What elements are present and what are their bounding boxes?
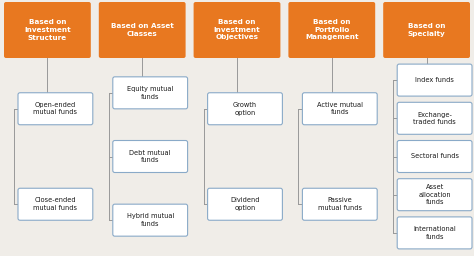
Text: Based on Asset
Classes: Based on Asset Classes [111, 23, 173, 37]
FancyBboxPatch shape [18, 93, 93, 125]
Text: Exchange-
traded funds: Exchange- traded funds [413, 112, 456, 125]
FancyBboxPatch shape [208, 93, 283, 125]
Text: Close-ended
mutual funds: Close-ended mutual funds [33, 197, 77, 211]
Text: Growth
option: Growth option [233, 102, 257, 115]
Text: Active mutual
funds: Active mutual funds [317, 102, 363, 115]
FancyBboxPatch shape [397, 141, 472, 173]
Text: Based on
Portfolio
Management: Based on Portfolio Management [305, 19, 358, 40]
Text: Asset
allocation
funds: Asset allocation funds [418, 184, 451, 205]
Text: International
funds: International funds [413, 226, 456, 240]
Text: Based on
Investment
Structure: Based on Investment Structure [24, 19, 71, 40]
Text: Based on
Investment
Objectives: Based on Investment Objectives [214, 19, 260, 40]
Text: Open-ended
mutual funds: Open-ended mutual funds [33, 102, 77, 115]
Text: Passive
mutual funds: Passive mutual funds [318, 197, 362, 211]
FancyBboxPatch shape [397, 217, 472, 249]
FancyBboxPatch shape [302, 93, 377, 125]
FancyBboxPatch shape [18, 188, 93, 220]
FancyBboxPatch shape [383, 2, 470, 58]
FancyBboxPatch shape [397, 64, 472, 96]
FancyBboxPatch shape [113, 77, 188, 109]
FancyBboxPatch shape [397, 179, 472, 211]
Text: Sectoral funds: Sectoral funds [410, 154, 459, 159]
Text: Equity mutual
funds: Equity mutual funds [127, 86, 173, 100]
FancyBboxPatch shape [208, 188, 283, 220]
FancyBboxPatch shape [99, 2, 186, 58]
FancyBboxPatch shape [4, 2, 91, 58]
Text: Based on
Specialty: Based on Specialty [408, 23, 446, 37]
FancyBboxPatch shape [113, 141, 188, 173]
Text: Dividend
option: Dividend option [230, 197, 260, 211]
FancyBboxPatch shape [113, 204, 188, 236]
FancyBboxPatch shape [302, 188, 377, 220]
FancyBboxPatch shape [397, 102, 472, 134]
Text: Index funds: Index funds [415, 77, 454, 83]
FancyBboxPatch shape [288, 2, 375, 58]
Text: Debt mutual
funds: Debt mutual funds [129, 150, 171, 163]
FancyBboxPatch shape [193, 2, 281, 58]
Text: Hybrid mutual
funds: Hybrid mutual funds [127, 214, 174, 227]
